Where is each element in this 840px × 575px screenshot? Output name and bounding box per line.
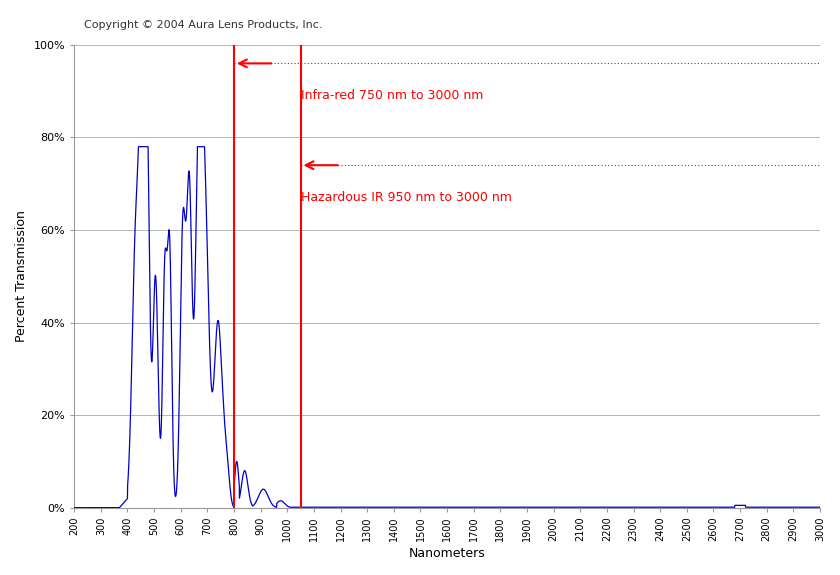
Text: Hazardous IR 950 nm to 3000 nm: Hazardous IR 950 nm to 3000 nm <box>301 191 512 204</box>
Text: Infra-red 750 nm to 3000 nm: Infra-red 750 nm to 3000 nm <box>301 89 483 102</box>
Text: Copyright © 2004 Aura Lens Products, Inc.: Copyright © 2004 Aura Lens Products, Inc… <box>84 20 323 30</box>
Y-axis label: Percent Transmission: Percent Transmission <box>15 210 28 342</box>
X-axis label: Nanometers: Nanometers <box>409 547 486 560</box>
